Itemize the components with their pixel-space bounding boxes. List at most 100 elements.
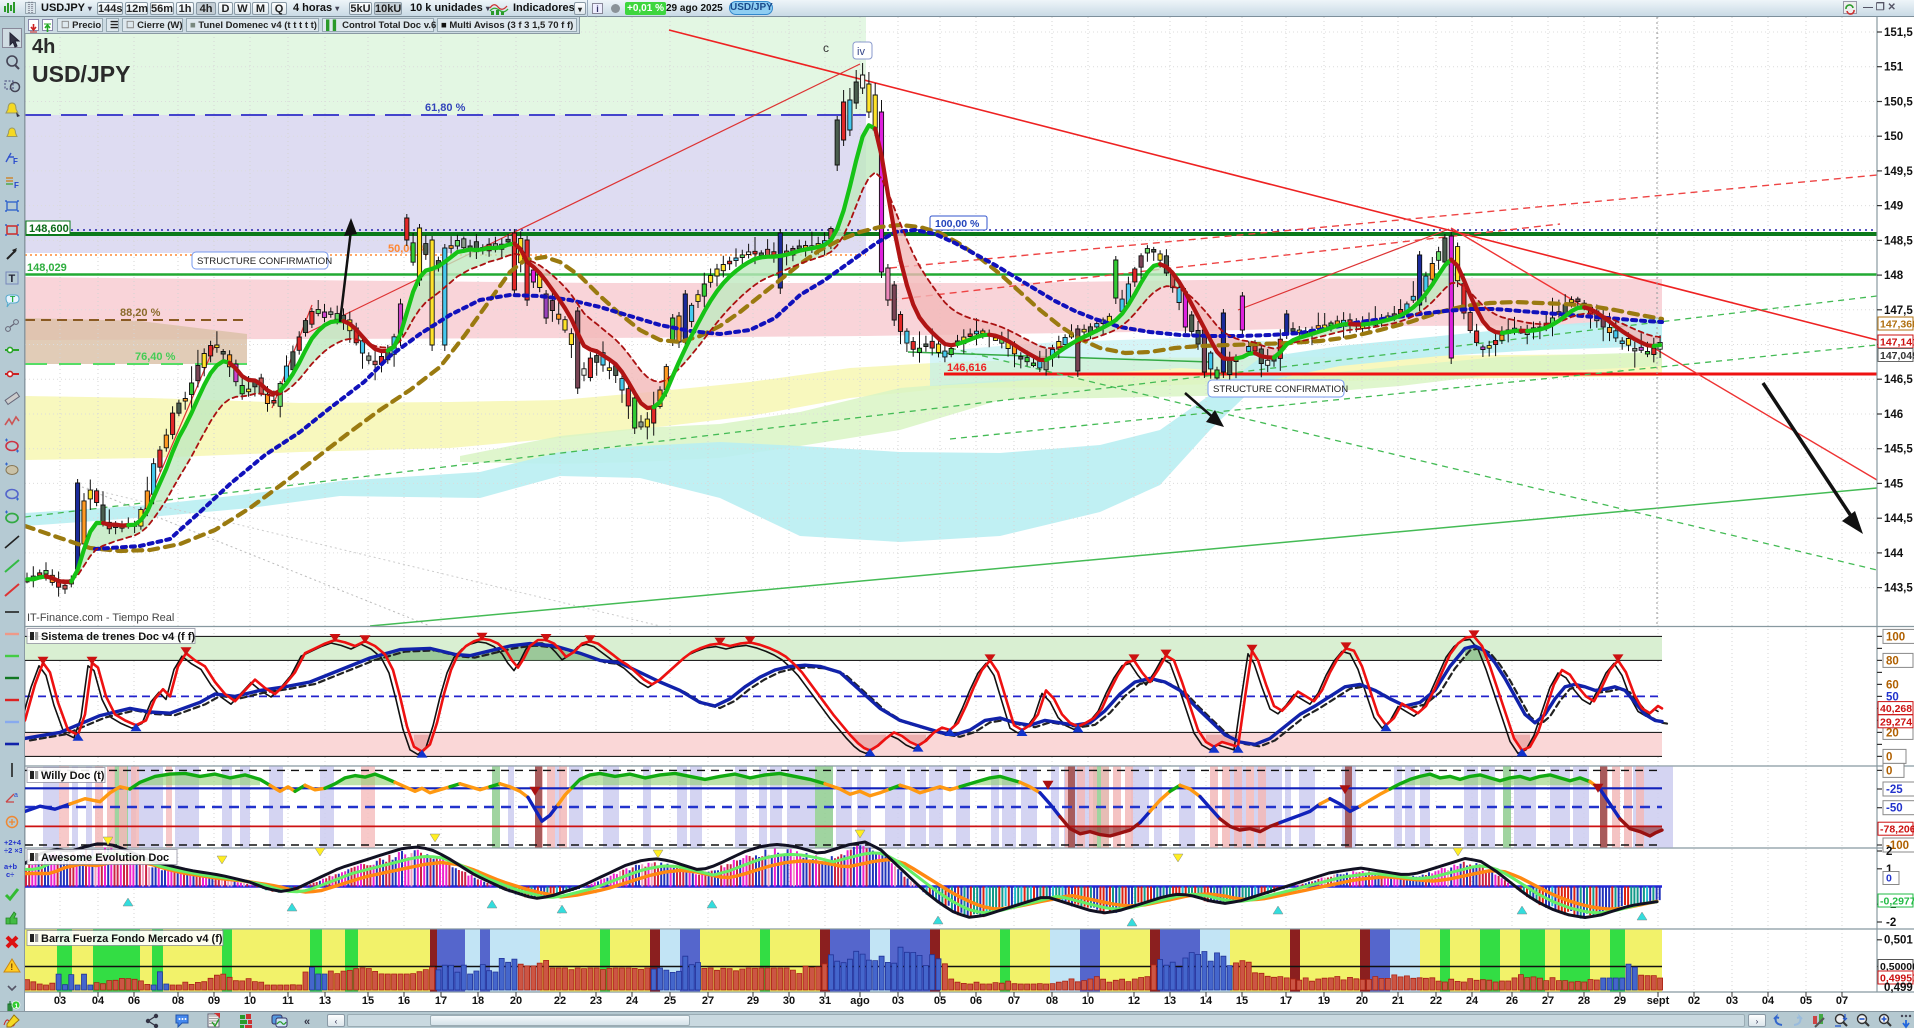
svg-text:147,5: 147,5 (1884, 305, 1913, 317)
svg-text:Awesome Evolution Doc: Awesome Evolution Doc (41, 852, 169, 864)
svg-text:61,80 %: 61,80 % (425, 102, 466, 114)
svg-text:76,40 %: 76,40 % (135, 351, 176, 363)
svg-text:08: 08 (1046, 995, 1058, 1007)
svg-text:«: « (304, 1016, 310, 1028)
svg-text:146,5: 146,5 (1884, 374, 1913, 386)
svg-text:10: 10 (244, 995, 256, 1007)
svg-text:03: 03 (54, 995, 66, 1007)
svg-text:151: 151 (1884, 62, 1904, 74)
svg-text:04: 04 (1762, 995, 1775, 1007)
svg-text:147,141: 147,141 (1880, 337, 1914, 349)
svg-text:-2: -2 (1886, 917, 1896, 929)
svg-text:19: 19 (1318, 995, 1330, 1007)
svg-text:145,5: 145,5 (1884, 444, 1913, 456)
svg-text:16: 16 (398, 995, 410, 1007)
svg-text:03: 03 (892, 995, 904, 1007)
svg-text:80: 80 (1886, 655, 1899, 667)
svg-text:17: 17 (1280, 995, 1292, 1007)
svg-text:148,029: 148,029 (27, 262, 67, 274)
svg-text:26: 26 (1506, 995, 1518, 1007)
svg-text:Sistema de trenes Doc v4 (f f): Sistema de trenes Doc v4 (f f) (41, 631, 195, 643)
svg-text:c÷: c÷ (6, 870, 14, 879)
svg-text:144,5: 144,5 (1884, 513, 1913, 525)
svg-text:04: 04 (92, 995, 105, 1007)
svg-text:149,5: 149,5 (1884, 166, 1913, 178)
svg-text:150,5: 150,5 (1884, 97, 1913, 109)
svg-text:24: 24 (626, 995, 639, 1007)
svg-text:ago: ago (850, 995, 870, 1007)
svg-text:08: 08 (172, 995, 184, 1007)
svg-text:-100: -100 (1886, 840, 1909, 852)
svg-text:÷2 ×3: ÷2 ×3 (4, 846, 22, 855)
svg-text:148: 148 (1884, 270, 1904, 282)
svg-text:STRUCTURE CONFIRMATION: STRUCTURE CONFIRMATION (1213, 384, 1348, 395)
svg-text:146: 146 (1884, 409, 1903, 421)
svg-text:F: F (13, 157, 18, 166)
svg-text:0,499: 0,499 (1884, 982, 1913, 994)
svg-text:29: 29 (1614, 995, 1626, 1007)
svg-text:15: 15 (1236, 995, 1248, 1007)
svg-text:20: 20 (1886, 727, 1899, 739)
svg-text:100: 100 (1886, 631, 1905, 643)
svg-text:13: 13 (319, 995, 331, 1007)
svg-text:USD/JPY: USD/JPY (32, 61, 130, 87)
svg-text:07: 07 (1008, 995, 1020, 1007)
svg-text:22: 22 (1430, 995, 1442, 1007)
svg-text:09: 09 (208, 995, 220, 1007)
svg-text:145: 145 (1884, 478, 1904, 490)
svg-text:+2+4: +2+4 (4, 838, 22, 847)
svg-text:a: a (14, 792, 18, 799)
svg-text:15: 15 (362, 995, 374, 1007)
svg-text:147,368: 147,368 (1880, 319, 1914, 331)
svg-text:150: 150 (1884, 131, 1903, 143)
svg-text:-50: -50 (1886, 803, 1903, 815)
svg-text:1: 1 (1886, 864, 1893, 876)
svg-text:10: 10 (1082, 995, 1094, 1007)
svg-text:27: 27 (702, 995, 714, 1007)
svg-text:05: 05 (1800, 995, 1812, 1007)
svg-text:T: T (9, 273, 16, 285)
svg-text:0,501: 0,501 (1884, 935, 1913, 947)
svg-text:40,268: 40,268 (1880, 703, 1912, 715)
svg-text:31: 31 (819, 995, 831, 1007)
svg-text:03: 03 (1726, 995, 1738, 1007)
svg-text:21: 21 (1392, 995, 1404, 1007)
svg-text:27: 27 (1542, 995, 1554, 1007)
svg-text:Barra Fuerza Fondo Mercado v4: Barra Fuerza Fondo Mercado v4 (f) (41, 933, 223, 945)
svg-text:60: 60 (1886, 679, 1899, 691)
svg-text:13: 13 (1164, 995, 1176, 1007)
svg-text:30: 30 (783, 995, 795, 1007)
svg-text:4h: 4h (32, 36, 55, 58)
svg-text:-25: -25 (1886, 784, 1903, 796)
svg-text:151,5: 151,5 (1884, 27, 1913, 39)
svg-text:!: ! (10, 962, 13, 972)
svg-text:146,616: 146,616 (947, 362, 987, 374)
svg-text:25: 25 (664, 995, 676, 1007)
svg-text:iv: iv (857, 46, 865, 58)
svg-text:144: 144 (1884, 548, 1904, 560)
svg-text:2: 2 (1886, 846, 1892, 858)
svg-text:88,20 %: 88,20 % (120, 307, 161, 319)
svg-text:06: 06 (128, 995, 140, 1007)
svg-text:-78,206: -78,206 (1880, 824, 1914, 836)
svg-text:17: 17 (435, 995, 447, 1007)
svg-text:50: 50 (1886, 691, 1899, 703)
svg-text:11: 11 (282, 995, 294, 1007)
svg-text:F: F (14, 181, 19, 190)
svg-text:148,5: 148,5 (1884, 235, 1913, 247)
svg-text:1: 1 (15, 1003, 19, 1010)
svg-text:sept: sept (1647, 995, 1670, 1007)
svg-text:22: 22 (554, 995, 566, 1007)
svg-text:29: 29 (747, 995, 759, 1007)
svg-text:T: T (10, 294, 16, 304)
svg-text:a+b: a+b (4, 862, 18, 871)
svg-text:12: 12 (1128, 995, 1140, 1007)
svg-text:20: 20 (1356, 995, 1368, 1007)
svg-text:147,049: 147,049 (1880, 350, 1914, 362)
svg-text:24: 24 (1466, 995, 1479, 1007)
svg-text:0: 0 (1886, 765, 1892, 777)
svg-text:0,49957: 0,49957 (1880, 973, 1914, 985)
svg-text:IT-Finance.com - Tiempo Real: IT-Finance.com - Tiempo Real (27, 612, 174, 624)
svg-text:Willy Doc (t): Willy Doc (t) (41, 770, 105, 782)
